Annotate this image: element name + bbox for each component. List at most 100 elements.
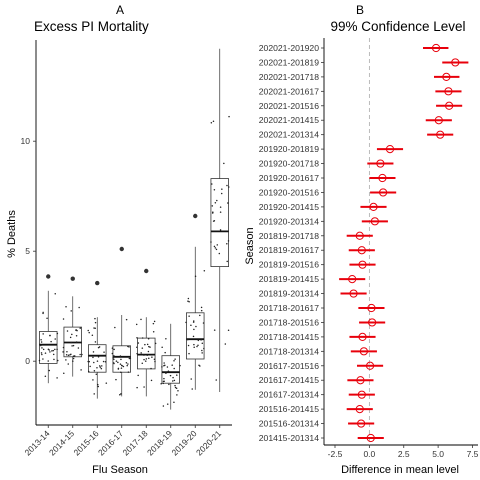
y-tick-label: 5	[25, 246, 30, 256]
box	[137, 337, 156, 370]
jitter-point	[216, 199, 218, 202]
comparison-label: 202021-201314	[259, 130, 319, 140]
jitter-point	[174, 384, 176, 387]
jitter-point	[92, 356, 94, 359]
jitter-point	[112, 357, 114, 359]
jitter-point	[163, 377, 165, 380]
jitter-point	[87, 370, 90, 373]
jitter-point	[42, 348, 45, 351]
jitter-point	[226, 243, 228, 245]
jitter-point	[72, 357, 75, 360]
jitter-point	[126, 364, 128, 367]
comparison-label: 201718-201516	[259, 317, 319, 327]
jitter-point	[52, 349, 55, 352]
comparison-label: 201920-201415	[259, 202, 319, 212]
jitter-point	[96, 366, 98, 369]
box-outlier	[119, 246, 124, 252]
jitter-point	[40, 338, 42, 341]
ci-estimate	[370, 217, 379, 226]
jitter-point	[119, 363, 122, 365]
jitter-point	[51, 350, 53, 352]
jitter-point	[125, 362, 128, 364]
jitter-point	[94, 321, 97, 324]
jitter-point	[128, 346, 130, 348]
comparison-label: 201819-201415	[259, 274, 319, 284]
y-tick-label: 10	[21, 136, 31, 146]
jitter-point	[77, 347, 80, 349]
jitter-point	[56, 348, 58, 350]
jitter-point	[62, 346, 65, 349]
jitter-point	[92, 351, 95, 353]
jitter-point	[65, 306, 67, 308]
jitter-point	[115, 378, 117, 381]
jitter-point	[197, 339, 200, 342]
jitter-point	[147, 338, 150, 340]
ci-estimate	[368, 318, 377, 327]
ci-estimate	[367, 303, 376, 313]
x-tick-label: 2016-17	[96, 428, 125, 457]
comparison-label: 201718-201617	[259, 303, 319, 313]
jitter-point	[165, 372, 167, 375]
jitter-point	[144, 343, 146, 346]
jitter-point	[88, 331, 90, 334]
jitter-point	[71, 333, 73, 336]
jitter-point	[97, 356, 100, 358]
jitter-point	[144, 360, 147, 362]
jitter-point	[94, 327, 96, 329]
jitter-point	[38, 359, 41, 362]
jitter-point	[113, 358, 115, 360]
x-tick-label: 2020-21	[194, 428, 223, 457]
jitter-point	[113, 362, 115, 365]
jitter-point	[219, 229, 222, 231]
jitter-point	[88, 360, 90, 363]
jitter-point	[213, 245, 216, 248]
jitter-point	[40, 344, 42, 347]
comparison-label: 201718-201314	[259, 346, 319, 356]
jitter-point	[169, 374, 172, 377]
ci-estimate	[378, 173, 387, 183]
comparison-label: 201920-201516	[259, 187, 319, 197]
x-tick-label: 2019-20	[170, 428, 199, 457]
jitter-point	[227, 329, 230, 332]
jitter-point	[190, 324, 192, 326]
jitter-point	[161, 366, 163, 368]
jitter-point	[214, 247, 217, 249]
jitter-point	[65, 354, 68, 356]
jitter-point	[213, 329, 216, 331]
jitter-point	[137, 342, 140, 344]
jitter-point	[70, 353, 72, 355]
jitter-point	[211, 205, 214, 207]
jitter-point	[141, 337, 144, 339]
jitter-point	[140, 352, 142, 354]
jitter-point	[97, 383, 99, 386]
ci-estimate	[356, 376, 365, 385]
jitter-point	[177, 390, 179, 392]
jitter-point	[93, 327, 95, 329]
jitter-point	[201, 349, 203, 352]
jitter-point	[162, 405, 165, 407]
jitter-point	[117, 361, 119, 364]
jitter-point	[48, 349, 50, 351]
jitter-point	[47, 360, 49, 362]
ci-estimate	[376, 159, 385, 168]
y-tick-label: 0	[25, 356, 30, 366]
x-tick-label: 7.5	[467, 449, 479, 459]
jitter-point	[143, 358, 145, 361]
jitter-point	[165, 338, 167, 340]
jitter-point	[111, 352, 114, 355]
jitter-point	[65, 359, 67, 361]
jitter-point	[227, 240, 230, 242]
jitter-point	[215, 379, 217, 381]
jitter-point	[161, 346, 163, 349]
jitter-point	[66, 330, 69, 332]
jitter-point	[173, 359, 175, 362]
jitter-point	[203, 269, 206, 272]
ci-estimate	[385, 145, 395, 154]
jitter-point	[154, 360, 156, 363]
comparison-label: 201516-201415	[259, 404, 319, 414]
ci-estimate	[451, 58, 460, 67]
jitter-point	[122, 365, 125, 368]
jitter-point	[79, 353, 81, 356]
ci-estimate	[355, 231, 364, 240]
